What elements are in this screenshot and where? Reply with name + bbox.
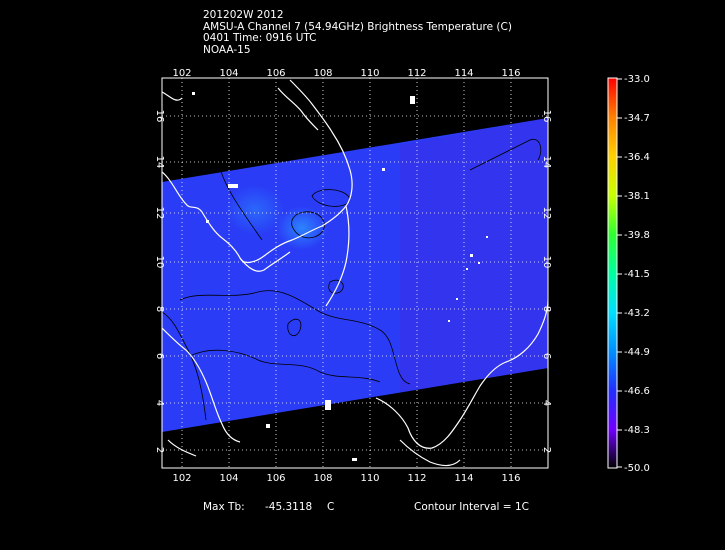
colorbar-labels: -33.0 -34.7 -36.4 -38.1 -39.8 -41.5 -43.…	[624, 74, 650, 474]
colorbar-label: -38.1	[624, 191, 650, 202]
header-line-3: 0401 Time: 0916 UTC	[203, 32, 317, 44]
colorbar-label: -48.3	[624, 425, 650, 436]
colorbar-label: -50.0	[624, 463, 650, 474]
lat-tick: 6	[541, 353, 552, 359]
colorbar-label: -33.0	[624, 74, 650, 85]
coastlines	[162, 79, 548, 467]
lat-tick: 16	[154, 110, 165, 123]
colorbar-label: -41.5	[624, 269, 650, 280]
lon-tick: 116	[501, 68, 520, 79]
lat-ticks-right: 2 4 6 8 10 12 14 16	[541, 110, 552, 454]
lat-tick: 12	[154, 207, 165, 220]
lon-tick: 104	[219, 473, 238, 484]
lat-tick: 16	[541, 110, 552, 123]
lat-tick: 8	[154, 306, 165, 312]
lon-tick: 106	[266, 68, 285, 79]
lon-tick: 102	[172, 473, 191, 484]
lon-tick: 112	[407, 68, 426, 79]
lat-tick: 12	[541, 207, 552, 220]
lon-ticks-bottom: 102 104 106 108 110 112 114 116	[172, 473, 520, 484]
swath-east-tone	[400, 118, 548, 392]
colorbar-label: -39.8	[624, 230, 650, 241]
lon-tick: 102	[172, 68, 191, 79]
lon-tick: 104	[219, 68, 238, 79]
lat-tick: 2	[154, 447, 165, 453]
lon-tick: 112	[407, 473, 426, 484]
colorbar-label: -36.4	[624, 152, 650, 163]
max-tb-unit: C	[327, 501, 335, 513]
colorbar-label: -44.9	[624, 347, 650, 358]
lat-tick: 14	[154, 156, 165, 169]
lat-ticks-left: 2 4 6 8 10 12 14 16	[154, 110, 165, 454]
warm-spot	[276, 206, 328, 250]
lon-tick: 110	[360, 473, 379, 484]
lat-tick: 6	[154, 353, 165, 359]
map-plot-area	[162, 78, 548, 468]
header-line-4: NOAA-15	[203, 43, 251, 56]
lat-tick: 4	[154, 400, 165, 406]
map-frame	[161, 77, 549, 469]
colorbar-ticks	[617, 78, 622, 468]
lon-tick: 114	[454, 473, 473, 484]
lon-tick: 110	[360, 68, 379, 79]
lon-tick: 108	[313, 68, 332, 79]
lat-tick: 8	[541, 306, 552, 312]
header-line-2: AMSU-A Channel 7 (54.94GHz) Brightness T…	[203, 20, 512, 33]
max-tb-label: Max Tb:	[203, 501, 245, 513]
graticule	[162, 78, 548, 468]
lat-tick: 10	[154, 256, 165, 269]
lon-tick: 116	[501, 473, 520, 484]
lon-tick: 114	[454, 68, 473, 79]
max-tb-value: -45.3118	[265, 501, 313, 513]
lat-tick: 14	[541, 156, 552, 169]
lat-tick: 4	[541, 400, 552, 406]
colorbar-label: -46.6	[624, 386, 650, 397]
lon-ticks-top: 102 104 106 108 110 112 114 116	[172, 68, 520, 79]
warm-spot	[225, 185, 285, 235]
lon-tick: 108	[313, 473, 332, 484]
colorbar-label: -43.2	[624, 308, 650, 319]
contour-interval: Contour Interval = 1C	[414, 501, 529, 513]
map-header: 201202W 2012 AMSU-A Channel 7 (54.94GHz) …	[203, 9, 512, 56]
lat-tick: 2	[541, 447, 552, 453]
header-line-1: 201202W 2012	[203, 9, 284, 21]
colorbar-label: -34.7	[624, 113, 650, 124]
contour-lines	[162, 138, 542, 421]
islands	[192, 92, 488, 461]
lat-tick: 10	[541, 256, 552, 269]
lon-tick: 106	[266, 473, 285, 484]
colorbar	[607, 77, 618, 469]
